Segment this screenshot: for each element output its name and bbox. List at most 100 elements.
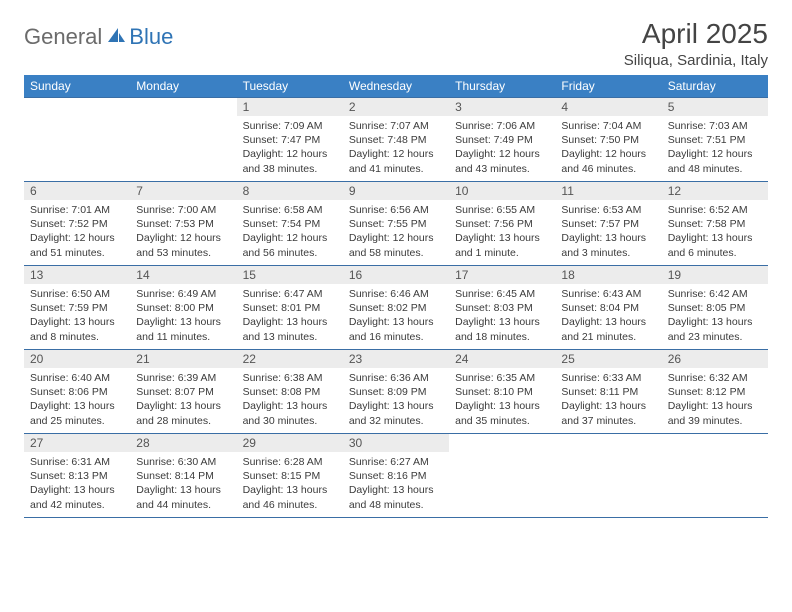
calendar-head: SundayMondayTuesdayWednesdayThursdayFrid… — [24, 75, 768, 98]
day-details: Sunrise: 6:31 AMSunset: 8:13 PMDaylight:… — [24, 452, 130, 516]
sunrise-text: Sunrise: 7:07 AM — [349, 119, 443, 133]
sunset-text: Sunset: 7:49 PM — [455, 133, 549, 147]
sunrise-text: Sunrise: 6:42 AM — [668, 287, 762, 301]
sunrise-text: Sunrise: 6:46 AM — [349, 287, 443, 301]
day-details: Sunrise: 7:09 AMSunset: 7:47 PMDaylight:… — [237, 116, 343, 180]
sunrise-text: Sunrise: 6:55 AM — [455, 203, 549, 217]
sunrise-text: Sunrise: 6:53 AM — [561, 203, 655, 217]
sunset-text: Sunset: 7:58 PM — [668, 217, 762, 231]
month-title: April 2025 — [624, 18, 768, 50]
day-number: 11 — [555, 182, 661, 200]
day-details: Sunrise: 6:33 AMSunset: 8:11 PMDaylight:… — [555, 368, 661, 432]
sunrise-text: Sunrise: 6:35 AM — [455, 371, 549, 385]
sunrise-text: Sunrise: 6:43 AM — [561, 287, 655, 301]
calendar-cell: 29 Sunrise: 6:28 AMSunset: 8:15 PMDayligh… — [237, 434, 343, 518]
daylight-text: Daylight: 13 hours and 37 minutes. — [561, 399, 655, 427]
daylight-text: Daylight: 13 hours and 6 minutes. — [668, 231, 762, 259]
calendar-week-row: 27Sunrise: 6:31 AMSunset: 8:13 PMDayligh… — [24, 434, 768, 518]
calendar-cell — [662, 434, 768, 518]
daylight-text: Daylight: 13 hours and 8 minutes. — [30, 315, 124, 343]
day-details: Sunrise: 6:55 AMSunset: 7:56 PMDaylight:… — [449, 200, 555, 264]
day-details: Sunrise: 6:53 AMSunset: 7:57 PMDaylight:… — [555, 200, 661, 264]
daylight-text: Daylight: 12 hours and 56 minutes. — [243, 231, 337, 259]
daylight-text: Daylight: 12 hours and 58 minutes. — [349, 231, 443, 259]
calendar-cell: 3Sunrise: 7:06 AMSunset: 7:49 PMDaylight… — [449, 98, 555, 182]
daylight-text: Daylight: 13 hours and 42 minutes. — [30, 483, 124, 511]
day-details: Sunrise: 7:03 AMSunset: 7:51 PMDaylight:… — [662, 116, 768, 180]
day-number: 9 — [343, 182, 449, 200]
daylight-text: Daylight: 12 hours and 46 minutes. — [561, 147, 655, 175]
calendar-cell: 27Sunrise: 6:31 AMSunset: 8:13 PMDayligh… — [24, 434, 130, 518]
daylight-text: Daylight: 13 hours and 46 minutes. — [243, 483, 337, 511]
day-header: Sunday — [24, 75, 130, 98]
sunset-text: Sunset: 8:15 PM — [243, 469, 337, 483]
sunset-text: Sunset: 8:06 PM — [30, 385, 124, 399]
sunrise-text: Sunrise: 6:30 AM — [136, 455, 230, 469]
logo-text-general: General — [24, 24, 102, 50]
daylight-text: Daylight: 13 hours and 1 minute. — [455, 231, 549, 259]
sunrise-text: Sunrise: 6:31 AM — [30, 455, 124, 469]
calendar-cell: 2Sunrise: 7:07 AMSunset: 7:48 PMDaylight… — [343, 98, 449, 182]
day-header: Friday — [555, 75, 661, 98]
day-header: Thursday — [449, 75, 555, 98]
sunrise-text: Sunrise: 7:03 AM — [668, 119, 762, 133]
logo-sail-icon — [106, 26, 126, 49]
day-details: Sunrise: 7:00 AMSunset: 7:53 PMDaylight:… — [130, 200, 236, 264]
day-details: Sunrise: 6:40 AMSunset: 8:06 PMDaylight:… — [24, 368, 130, 432]
sunrise-text: Sunrise: 6:58 AM — [243, 203, 337, 217]
day-details: Sunrise: 7:07 AMSunset: 7:48 PMDaylight:… — [343, 116, 449, 180]
calendar-week-row: 6Sunrise: 7:01 AMSunset: 7:52 PMDaylight… — [24, 182, 768, 266]
logo: General Blue — [24, 24, 173, 50]
sunset-text: Sunset: 8:10 PM — [455, 385, 549, 399]
sunset-text: Sunset: 8:03 PM — [455, 301, 549, 315]
daylight-text: Daylight: 12 hours and 53 minutes. — [136, 231, 230, 259]
sunset-text: Sunset: 8:01 PM — [243, 301, 337, 315]
day-number: 4 — [555, 98, 661, 116]
day-details: Sunrise: 6:49 AMSunset: 8:00 PMDaylight:… — [130, 284, 236, 348]
sunset-text: Sunset: 8:05 PM — [668, 301, 762, 315]
calendar-cell: 9Sunrise: 6:56 AMSunset: 7:55 PMDaylight… — [343, 182, 449, 266]
day-number: 16 — [343, 266, 449, 284]
sunset-text: Sunset: 8:02 PM — [349, 301, 443, 315]
day-number: 23 — [343, 350, 449, 368]
day-details: Sunrise: 6:46 AMSunset: 8:02 PMDaylight:… — [343, 284, 449, 348]
sunset-text: Sunset: 7:48 PM — [349, 133, 443, 147]
daylight-text: Daylight: 12 hours and 48 minutes. — [668, 147, 762, 175]
day-number: 22 — [237, 350, 343, 368]
sunrise-text: Sunrise: 6:39 AM — [136, 371, 230, 385]
calendar-cell: 24Sunrise: 6:35 AMSunset: 8:10 PMDayligh… — [449, 350, 555, 434]
day-number: 5 — [662, 98, 768, 116]
daylight-text: Daylight: 13 hours and 13 minutes. — [243, 315, 337, 343]
day-number: 1 — [237, 98, 343, 116]
sunrise-text: Sunrise: 6:28 AM — [243, 455, 337, 469]
day-number: 7 — [130, 182, 236, 200]
daylight-text: Daylight: 13 hours and 16 minutes. — [349, 315, 443, 343]
calendar-cell: 15Sunrise: 6:47 AMSunset: 8:01 PMDayligh… — [237, 266, 343, 350]
daylight-text: Daylight: 13 hours and 32 minutes. — [349, 399, 443, 427]
calendar-cell: 8Sunrise: 6:58 AMSunset: 7:54 PMDaylight… — [237, 182, 343, 266]
sunset-text: Sunset: 7:50 PM — [561, 133, 655, 147]
day-number: 27 — [24, 434, 130, 452]
daylight-text: Daylight: 12 hours and 38 minutes. — [243, 147, 337, 175]
sunrise-text: Sunrise: 6:38 AM — [243, 371, 337, 385]
sunset-text: Sunset: 8:11 PM — [561, 385, 655, 399]
sunrise-text: Sunrise: 7:04 AM — [561, 119, 655, 133]
calendar-cell: 12Sunrise: 6:52 AMSunset: 7:58 PMDayligh… — [662, 182, 768, 266]
day-details: Sunrise: 7:04 AMSunset: 7:50 PMDaylight:… — [555, 116, 661, 180]
calendar-body: 1Sunrise: 7:09 AMSunset: 7:47 PMDaylight… — [24, 98, 768, 518]
sunrise-text: Sunrise: 6:33 AM — [561, 371, 655, 385]
day-number: 3 — [449, 98, 555, 116]
daylight-text: Daylight: 13 hours and 3 minutes. — [561, 231, 655, 259]
day-number: 29 — [237, 434, 343, 452]
calendar-table: SundayMondayTuesdayWednesdayThursdayFrid… — [24, 75, 768, 518]
calendar-cell — [555, 434, 661, 518]
day-details: Sunrise: 6:47 AMSunset: 8:01 PMDaylight:… — [237, 284, 343, 348]
calendar-cell: 28Sunrise: 6:30 AMSunset: 8:14 PMDayligh… — [130, 434, 236, 518]
day-details: Sunrise: 6:30 AMSunset: 8:14 PMDaylight:… — [130, 452, 236, 516]
day-details: Sunrise: 6:45 AMSunset: 8:03 PMDaylight:… — [449, 284, 555, 348]
day-details: Sunrise: 7:06 AMSunset: 7:49 PMDaylight:… — [449, 116, 555, 180]
day-number: 24 — [449, 350, 555, 368]
sunset-text: Sunset: 7:53 PM — [136, 217, 230, 231]
sunrise-text: Sunrise: 6:32 AM — [668, 371, 762, 385]
day-number: 18 — [555, 266, 661, 284]
